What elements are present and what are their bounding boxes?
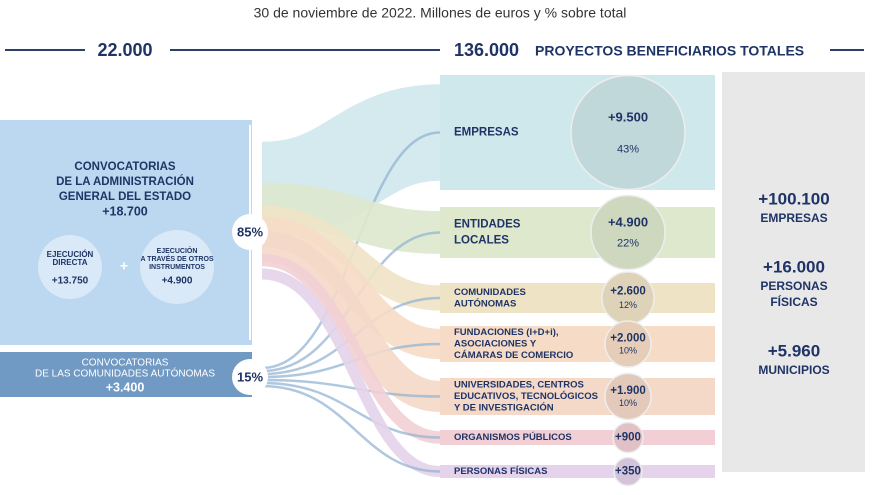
source-label: DE LA ADMINISTRACIÓN [56,175,194,188]
summary-amount: +100.100 [758,189,829,208]
recipient-circle [604,320,652,368]
recipient-share: 43% [617,144,639,156]
source-amount: +3.400 [106,380,145,394]
right-total: 136.000 [454,40,519,60]
subtitle: 30 de noviembre de 2022. Millones de eur… [254,5,627,21]
part-label: A TRAVÉS DE OTROS [140,254,213,263]
recipient-band [440,207,715,258]
part-circle [140,230,214,304]
flows [260,75,715,478]
summary-amount: +5.960 [768,341,820,360]
recipient-band [440,283,715,313]
recipient-share: 10% [619,398,637,408]
part-circle [38,235,102,299]
plus: + [120,258,128,274]
recipient-circle [590,194,666,271]
summary-label: FÍSICAS [770,294,817,309]
recipient-label: UNIVERSIDADES, CENTROS [454,380,584,391]
source-label: CONVOCATORIAS [82,358,169,369]
recipient-band [440,378,715,415]
recipient-circle [604,372,652,421]
recipient-band [440,326,715,362]
recipient-amount: +900 [615,432,641,444]
part-label: DIRECTA [53,258,88,267]
recipient-band [440,465,715,478]
recipient-amount: +9.500 [608,110,648,125]
recipient-label: PERSONAS FÍSICAS [454,466,547,477]
recipient-amount: +2.000 [610,332,646,344]
recipient-amount: +1.900 [610,385,646,397]
source-amount: +18.700 [102,204,148,218]
recipient-share: 10% [619,345,637,355]
summary-label: MUNICIPIOS [758,363,829,377]
part-amount: +4.900 [162,276,193,287]
flow [261,182,441,254]
flow [261,253,441,444]
flow [261,381,441,439]
right-total-label: PROYECTOS BENEFICIARIOS TOTALES [535,43,804,59]
recipient-label: EMPRESAS [454,127,519,139]
recipient-amount: +2.600 [610,286,646,298]
source-label: DE LAS COMUNIDADES AUTÓNOMAS [35,367,215,380]
recipient-label: LOCALES [454,235,509,247]
recipient-circle [601,271,655,325]
flow [261,268,441,477]
source-label: CONVOCATORIAS [74,161,175,173]
part-amount: +13.750 [52,276,89,287]
recipient-circle [570,74,686,191]
share: 15% [237,369,263,384]
part-label: EJECUCIÓN [157,246,198,255]
recipient-share: 22% [617,238,639,250]
recipient-label: CÁMARAS DE COMERCIO [454,350,573,361]
flow [260,230,442,413]
recipient-amount: +350 [615,466,641,478]
recipient-label: FUNDACIONES (I+D+i), [454,327,559,338]
recipient-label: ORGANISMOS PÚBLICOS [454,431,572,443]
state-box [0,120,252,345]
share: 85% [237,224,263,239]
left-total: 22.000 [97,40,152,60]
recipient-band [440,430,715,445]
part-label: INSTRUMENTOS [149,264,205,271]
recipient-label: Y DE INVESTIGACIÓN [454,402,554,414]
summary-amount: +16.000 [763,257,825,276]
summary-label: PERSONAS [760,279,827,293]
part-label: EJECUCIÓN [47,250,94,259]
flow [261,384,441,473]
share-circle [232,359,268,395]
summary-panel [722,72,865,472]
source-label: GENERAL DEL ESTADO [59,191,191,203]
recipient-share: 12% [619,300,637,310]
recipient-label: EDUCATIVOS, TECNOLÓGICOS [454,390,598,402]
flow [261,378,441,398]
share-circle [232,214,268,250]
recipient-amount: +4.900 [608,215,648,230]
recipient-label: COMUNIDADES [454,287,526,298]
recipient-circle [613,456,643,487]
recipient-label: ENTIDADES [454,219,521,231]
summary-label: EMPRESAS [760,211,827,225]
regions-box [0,352,252,397]
recipient-label: AUTÓNOMAS [454,297,516,309]
recipient-label: ASOCIACIONES Y [454,339,537,350]
recipient-circle [612,421,644,454]
